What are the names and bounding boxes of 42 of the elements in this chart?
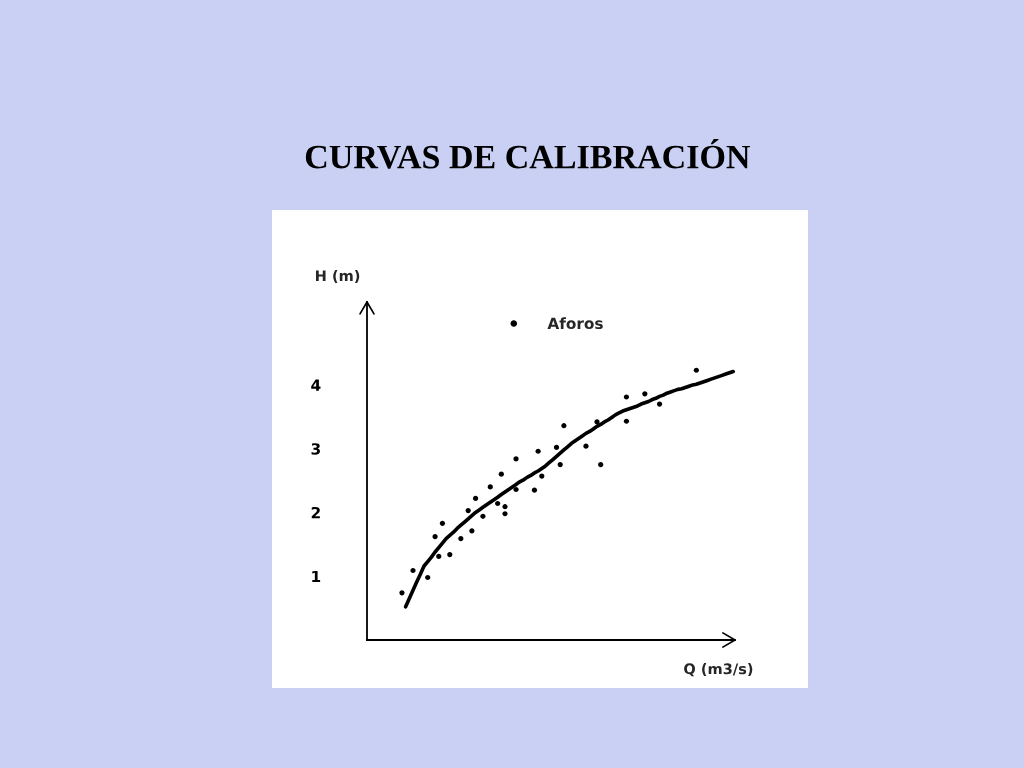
point [502, 504, 508, 510]
y-axis-title: H (m) [316, 269, 360, 283]
point [498, 471, 504, 477]
y-tick-label: 1 [312, 570, 321, 583]
point [432, 534, 438, 540]
point [513, 456, 519, 462]
point [557, 462, 563, 468]
x-axis-title: Q (m3/s) [684, 663, 753, 677]
point [623, 394, 630, 400]
point [425, 574, 431, 581]
chart-title: CURVAS DE CALIBRACIÓN [305, 139, 751, 169]
y-tick-label: 2 [311, 506, 320, 519]
point [531, 487, 538, 493]
point [495, 500, 501, 507]
point [480, 513, 486, 519]
point [472, 495, 479, 502]
point [439, 520, 446, 526]
point [561, 423, 567, 429]
point [594, 419, 600, 425]
point [487, 484, 493, 490]
point [656, 401, 663, 407]
point [539, 473, 545, 479]
point [465, 507, 471, 514]
point [553, 444, 560, 450]
point [410, 567, 416, 574]
y-tick-label: 3 [311, 443, 320, 455]
line-series [403, 369, 735, 609]
point [469, 528, 475, 534]
legend-label: Aforos [547, 317, 603, 330]
point [583, 443, 589, 449]
point [693, 367, 699, 373]
point [623, 418, 630, 424]
point [513, 486, 519, 493]
point [502, 511, 508, 517]
y-tick-label: 4 [311, 379, 321, 391]
point [535, 448, 541, 454]
point [447, 551, 453, 558]
point [598, 462, 604, 468]
point [458, 536, 464, 542]
point [642, 391, 648, 397]
point [436, 553, 442, 560]
point [399, 590, 405, 596]
